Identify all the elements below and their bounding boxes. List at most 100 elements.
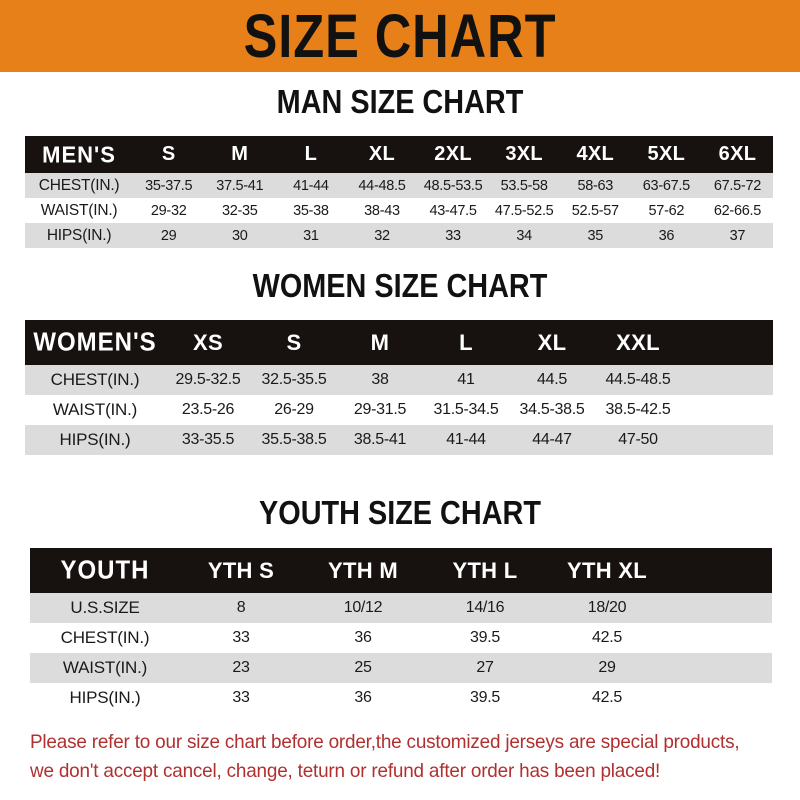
table-cell: 31	[303, 227, 319, 244]
column-header-size: YTH S	[207, 557, 275, 583]
table-cell: 36	[658, 227, 675, 244]
spacer-cell	[668, 548, 772, 593]
table-cell: 44-47	[532, 431, 572, 448]
row-label: WAIST(IN.)	[40, 201, 118, 219]
table-row: WAIST(IN.) 23 25 27 29	[30, 653, 772, 683]
column-header-size: YTH L	[452, 557, 518, 583]
column-header-size: XXL	[616, 329, 660, 355]
row-label: HIPS(IN.)	[59, 430, 131, 449]
table-cell: 47.5-52.5	[494, 202, 554, 219]
table-cell: 35-38	[293, 202, 329, 219]
table-cell: 8	[236, 599, 246, 616]
table-cell: 35	[587, 227, 604, 244]
table-row: U.S.SIZE 8 10/12 14/16 18/20	[30, 593, 772, 623]
table-row: HIPS(IN.) 33-35.5 35.5-38.5 38.5-41 41-4…	[25, 425, 773, 455]
table-cell: 31.5-34.5	[433, 401, 499, 418]
table-row: HIPS(IN.) 33 36 39.5 42.5	[30, 683, 772, 713]
table-cell: 36	[354, 689, 372, 706]
table-cell: 34	[516, 227, 532, 244]
table-row: WAIST(IN.) 23.5-26 26-29 29-31.5 31.5-34…	[25, 395, 773, 425]
row-label: CHEST(IN.)	[60, 628, 150, 647]
table-cell: 37.5-41	[216, 177, 264, 194]
footer-disclaimer-line-1: Please refer to our size chart before or…	[30, 731, 740, 753]
table-cell: 67.5-72	[713, 177, 761, 194]
table-cell: 30	[232, 227, 248, 244]
table-cell: 29	[598, 659, 616, 676]
spacer-cell	[681, 395, 773, 425]
row-label: U.S.SIZE	[70, 598, 140, 617]
row-label: CHEST(IN.)	[38, 176, 120, 194]
table-cell: 25	[354, 659, 372, 676]
table-cell: 38.5-41	[353, 431, 407, 448]
row-label: WAIST(IN.)	[52, 400, 138, 419]
spacer-cell	[668, 683, 772, 713]
table-cell: 23.5-26	[181, 401, 235, 418]
column-header-size: 6XL	[718, 143, 757, 165]
table-cell: 48.5-53.5	[423, 177, 483, 194]
table-cell: 29.5-32.5	[175, 371, 241, 388]
column-header-size: XL	[537, 329, 567, 355]
page-banner: SIZE CHART	[0, 0, 800, 72]
table-cell: 39.5	[470, 629, 500, 646]
column-header-size: S	[286, 329, 302, 355]
footer-disclaimer-line-2: we don't accept cancel, change, teturn o…	[30, 760, 661, 782]
table-cell: 29-32	[150, 202, 187, 219]
column-header-size: M	[370, 329, 390, 355]
table-cell: 32	[374, 227, 390, 244]
table-cell: 33	[232, 689, 250, 706]
women-size-table: WOMEN'S XS S M L XL XXL CHEST(IN.) 29.5-…	[25, 320, 773, 455]
table-cell: 10/12	[343, 599, 383, 616]
table-cell: 44.5	[537, 371, 567, 388]
table-cell: 29	[160, 227, 177, 244]
spacer-cell	[681, 320, 773, 365]
man-section-title: MAN SIZE CHART	[276, 82, 524, 121]
table-cell: 34.5-38.5	[519, 401, 585, 418]
table-cell: 33-35.5	[181, 431, 235, 448]
row-label: WAIST(IN.)	[62, 658, 148, 677]
table-header-row: WOMEN'S XS S M L XL XXL	[25, 320, 773, 365]
table-cell: 14/16	[465, 599, 505, 616]
table-cell: 33	[232, 629, 250, 646]
table-cell: 42.5	[592, 629, 622, 646]
table-row: WAIST(IN.) 29-32 32-35 35-38 38-43 43-47…	[25, 198, 773, 223]
table-header-row: MEN'S S M L XL 2XL 3XL 4XL 5XL 6XL	[25, 136, 773, 173]
table-cell: 63-67.5	[642, 177, 690, 194]
table-cell: 41-44	[293, 177, 329, 194]
table-cell: 43-47.5	[429, 202, 477, 219]
page-title: SIZE CHART	[243, 0, 557, 71]
table-cell: 38.5-42.5	[605, 401, 671, 418]
table-cell: 58-63	[577, 177, 614, 194]
table-cell: 38	[371, 371, 389, 388]
column-header-size: 5XL	[647, 143, 686, 165]
table-cell: 44-48.5	[358, 177, 406, 194]
spacer-cell	[668, 653, 772, 683]
table-cell: 53.5-58	[500, 177, 548, 194]
column-header-size: S	[161, 143, 176, 165]
table-cell: 18/20	[587, 599, 627, 616]
column-header-size: XS	[193, 329, 223, 355]
table-cell: 26-29	[274, 401, 314, 418]
table-cell: 35-37.5	[145, 177, 193, 194]
column-header-womens: WOMEN'S	[33, 327, 157, 357]
table-cell: 23	[232, 659, 250, 676]
table-cell: 52.5-57	[571, 202, 619, 219]
table-cell: 41-44	[446, 431, 486, 448]
column-header-size: 2XL	[434, 143, 472, 165]
column-header-size: M	[231, 143, 249, 165]
youth-section-title: YOUTH SIZE CHART	[259, 493, 541, 532]
table-cell: 27	[476, 659, 494, 676]
spacer-cell	[681, 365, 773, 395]
table-cell: 37	[729, 227, 746, 244]
footer-disclaimer: Please refer to our size chart before or…	[30, 728, 753, 786]
table-cell: 39.5	[470, 689, 500, 706]
column-header-size: YTH M	[328, 557, 398, 583]
youth-size-table: YOUTH YTH S YTH M YTH L YTH XL U.S.SIZE …	[30, 548, 772, 713]
women-section-title: WOMEN SIZE CHART	[252, 266, 548, 305]
column-header-size: XL	[368, 143, 396, 165]
table-cell: 62-66.5	[713, 202, 761, 219]
spacer-cell	[681, 425, 773, 455]
table-cell: 32-35	[221, 202, 258, 219]
table-cell: 57-62	[648, 202, 685, 219]
man-size-table: MEN'S S M L XL 2XL 3XL 4XL 5XL 6XL CHEST…	[25, 136, 773, 248]
